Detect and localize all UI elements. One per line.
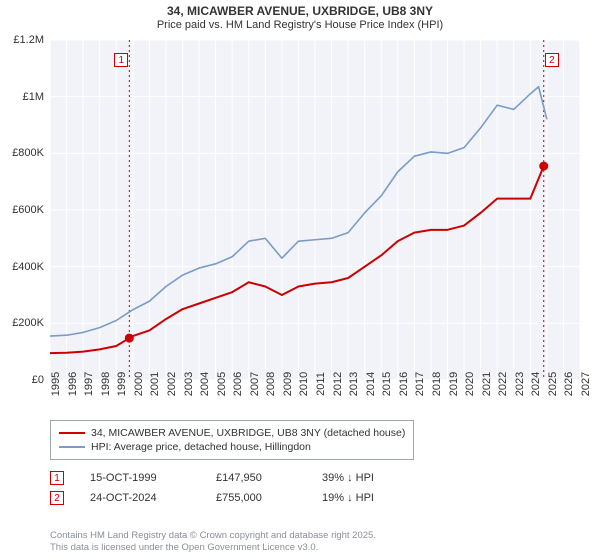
y-tick-label: £600K bbox=[12, 204, 44, 216]
legend: 34, MICAWBER AVENUE, UXBRIDGE, UB8 3NY (… bbox=[50, 420, 414, 460]
x-tick-label: 2010 bbox=[298, 372, 310, 396]
x-tick-label: 2003 bbox=[183, 372, 195, 396]
x-tick-label: 2016 bbox=[398, 372, 410, 396]
footer-line: Contains HM Land Registry data © Crown c… bbox=[50, 530, 376, 542]
x-tick-label: 2017 bbox=[414, 372, 426, 396]
x-tick-label: 2002 bbox=[166, 372, 178, 396]
x-tick-label: 2027 bbox=[580, 372, 592, 396]
y-tick-label: £1.2M bbox=[13, 34, 44, 46]
x-tick-label: 2012 bbox=[332, 372, 344, 396]
plot-svg bbox=[50, 40, 580, 380]
callout-row: 1 15-OCT-1999 £147,950 39% ↓ HPI bbox=[50, 468, 412, 488]
chart-container: 34, MICAWBER AVENUE, UXBRIDGE, UB8 3NY P… bbox=[0, 0, 600, 560]
x-tick-label: 1995 bbox=[50, 372, 62, 396]
callout-marker: 2 bbox=[50, 491, 64, 505]
x-tick-label: 2018 bbox=[431, 372, 443, 396]
x-tick-label: 2021 bbox=[481, 372, 493, 396]
chart-area: £0£200K£400K£600K£800K£1M£1.2M1995199619… bbox=[50, 40, 580, 380]
x-tick-label: 1998 bbox=[100, 372, 112, 396]
x-tick-label: 2025 bbox=[547, 372, 559, 396]
chart-callout-marker: 1 bbox=[114, 53, 128, 67]
y-tick-label: £400K bbox=[12, 261, 44, 273]
x-tick-label: 2013 bbox=[348, 372, 360, 396]
x-tick-label: 2011 bbox=[315, 372, 327, 396]
legend-label: 34, MICAWBER AVENUE, UXBRIDGE, UB8 3NY (… bbox=[91, 427, 405, 439]
callout-pct: 19% ↓ HPI bbox=[322, 492, 412, 504]
x-tick-label: 2024 bbox=[530, 372, 542, 396]
x-tick-label: 2026 bbox=[563, 372, 575, 396]
x-tick-label: 2007 bbox=[249, 372, 261, 396]
legend-label: HPI: Average price, detached house, Hill… bbox=[91, 441, 311, 453]
callout-date: 24-OCT-2024 bbox=[90, 492, 190, 504]
x-tick-label: 1996 bbox=[67, 372, 79, 396]
y-tick-label: £1M bbox=[23, 91, 44, 103]
y-tick-label: £200K bbox=[12, 317, 44, 329]
x-tick-label: 2006 bbox=[232, 372, 244, 396]
callout-price: £755,000 bbox=[216, 492, 296, 504]
x-tick-label: 2022 bbox=[497, 372, 509, 396]
title-sub: Price paid vs. HM Land Registry's House … bbox=[0, 19, 600, 31]
x-tick-label: 2001 bbox=[149, 372, 161, 396]
footer: Contains HM Land Registry data © Crown c… bbox=[50, 530, 376, 554]
y-tick-label: £0 bbox=[32, 374, 44, 386]
callouts-table: 1 15-OCT-1999 £147,950 39% ↓ HPI 2 24-OC… bbox=[50, 468, 412, 508]
callout-price: £147,950 bbox=[216, 472, 296, 484]
x-tick-label: 2004 bbox=[199, 372, 211, 396]
title-main: 34, MICAWBER AVENUE, UXBRIDGE, UB8 3NY bbox=[0, 4, 600, 18]
y-tick-label: £800K bbox=[12, 147, 44, 159]
x-tick-label: 2009 bbox=[282, 372, 294, 396]
callout-marker: 1 bbox=[50, 471, 64, 485]
x-tick-label: 2005 bbox=[216, 372, 228, 396]
x-tick-label: 2019 bbox=[448, 372, 460, 396]
x-tick-label: 2023 bbox=[514, 372, 526, 396]
callout-date: 15-OCT-1999 bbox=[90, 472, 190, 484]
x-tick-label: 1999 bbox=[116, 372, 128, 396]
x-tick-label: 2008 bbox=[265, 372, 277, 396]
callout-pct: 39% ↓ HPI bbox=[322, 472, 412, 484]
legend-item: HPI: Average price, detached house, Hill… bbox=[59, 440, 405, 454]
legend-swatch bbox=[59, 432, 85, 434]
x-tick-label: 2020 bbox=[464, 372, 476, 396]
title-block: 34, MICAWBER AVENUE, UXBRIDGE, UB8 3NY P… bbox=[0, 0, 600, 31]
chart-callout-marker: 2 bbox=[545, 53, 559, 67]
x-tick-label: 2000 bbox=[133, 372, 145, 396]
legend-swatch bbox=[59, 446, 85, 448]
footer-line: This data is licensed under the Open Gov… bbox=[50, 542, 376, 554]
x-tick-label: 2015 bbox=[381, 372, 393, 396]
x-tick-label: 2014 bbox=[365, 372, 377, 396]
x-tick-label: 1997 bbox=[83, 372, 95, 396]
callout-row: 2 24-OCT-2024 £755,000 19% ↓ HPI bbox=[50, 488, 412, 508]
legend-item: 34, MICAWBER AVENUE, UXBRIDGE, UB8 3NY (… bbox=[59, 426, 405, 440]
